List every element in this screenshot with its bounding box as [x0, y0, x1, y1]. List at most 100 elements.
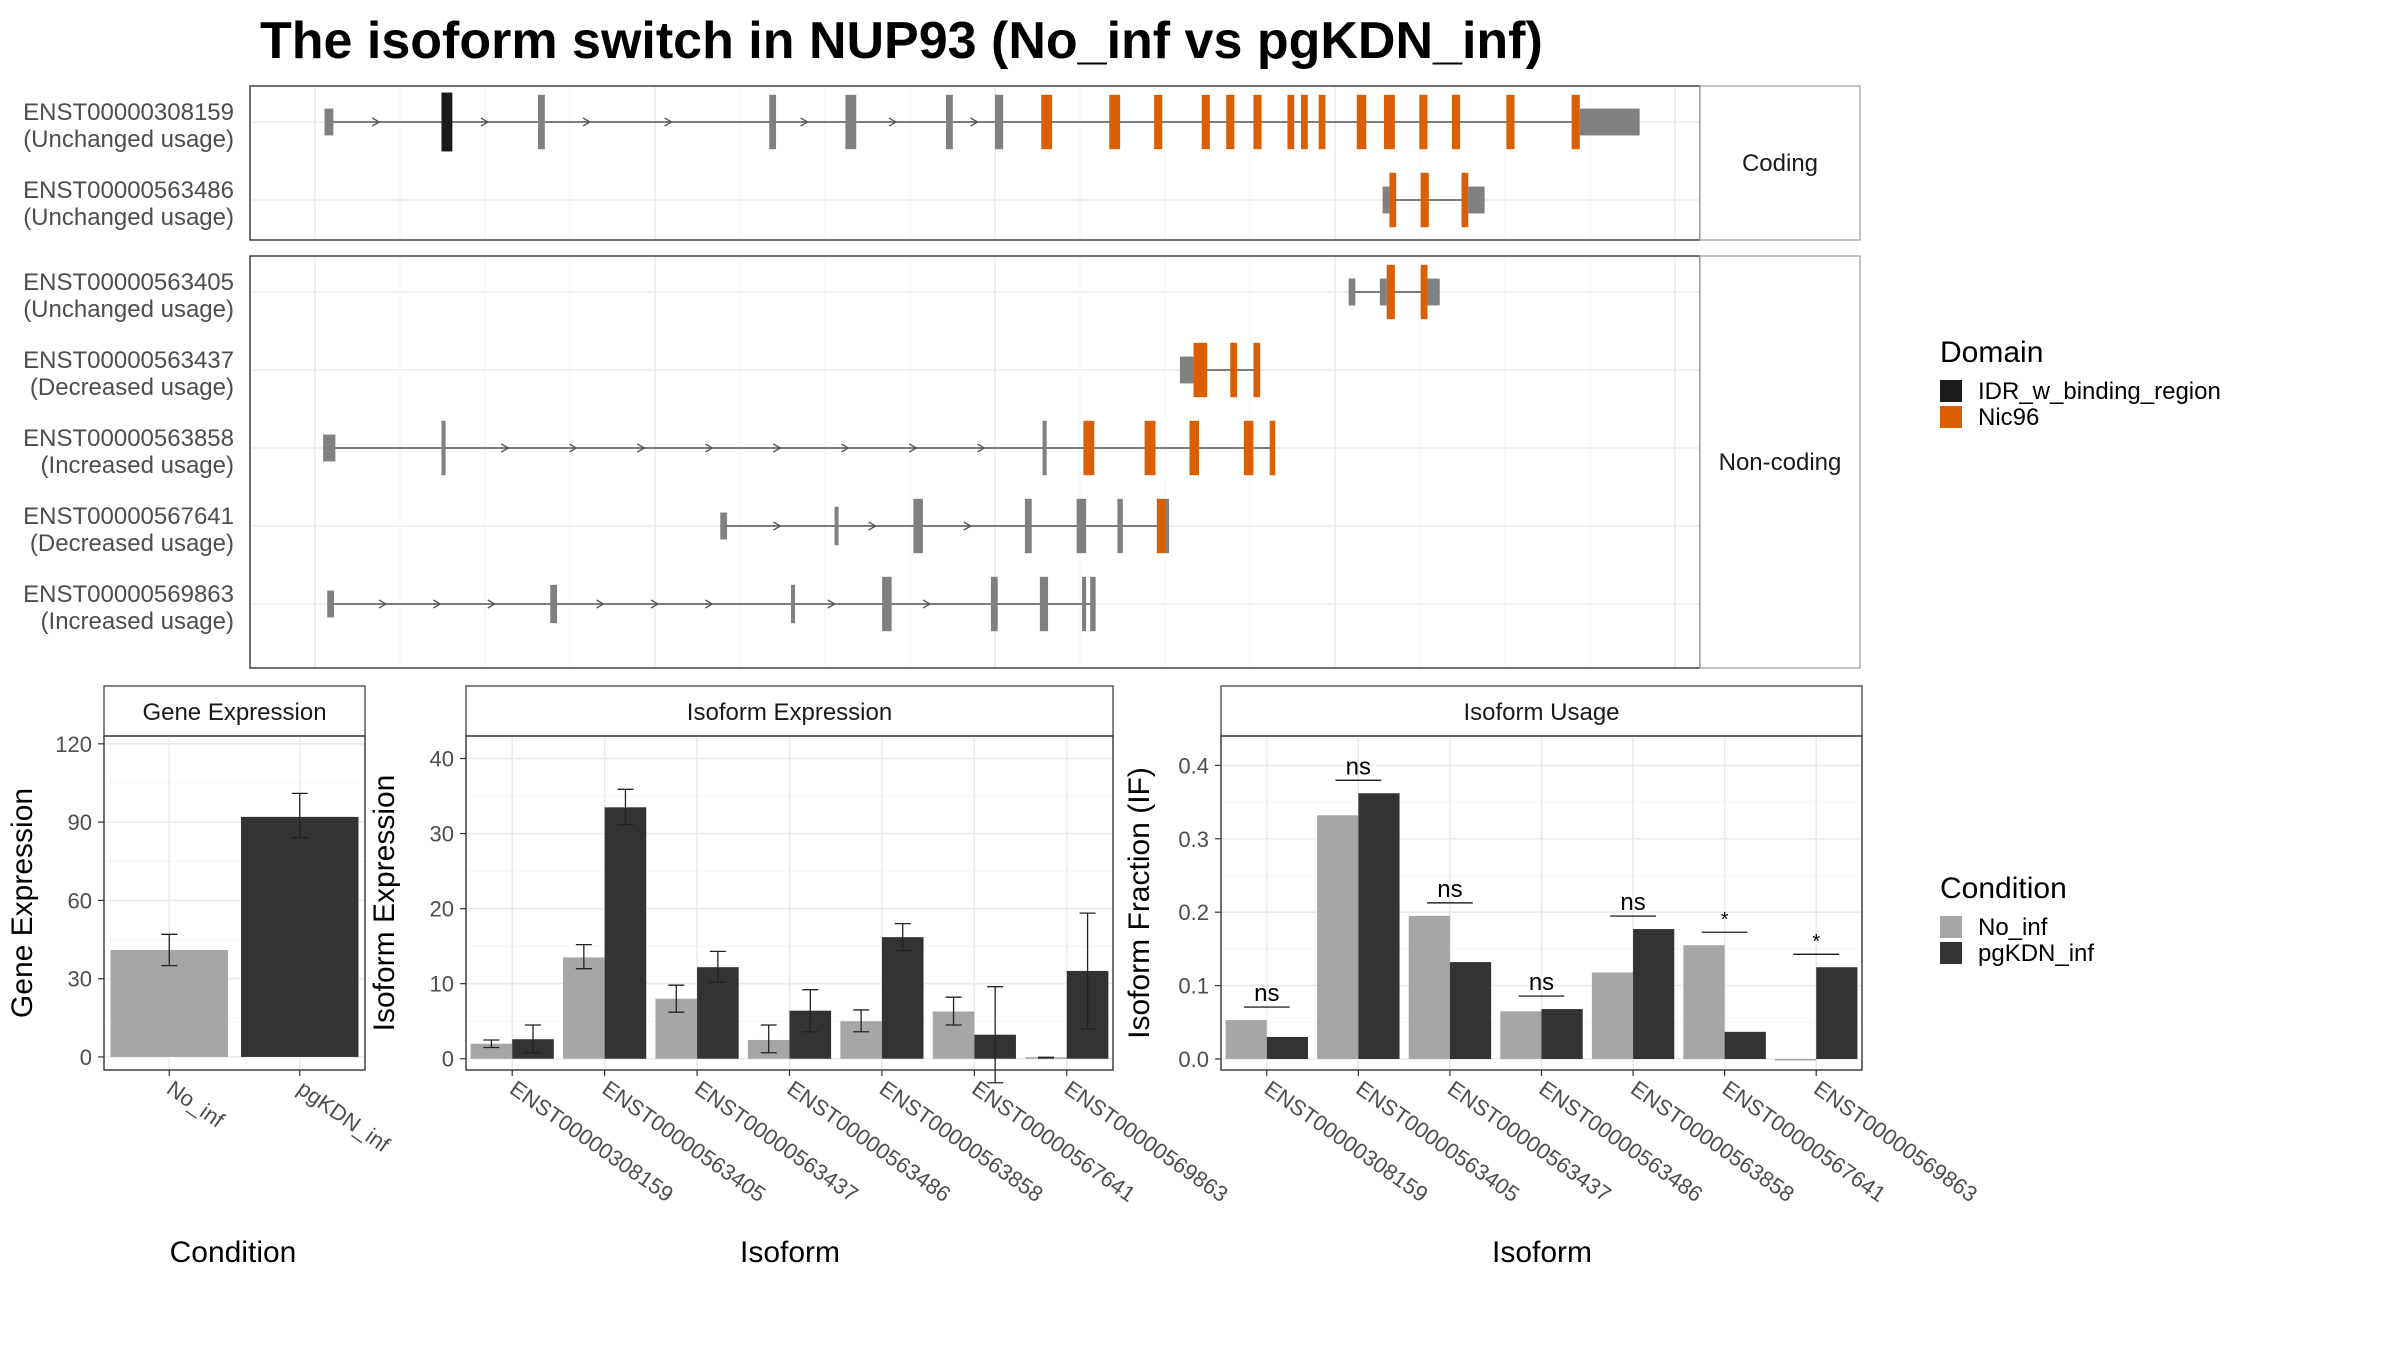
x-axis-title: Condition	[170, 1236, 297, 1269]
transcript-ENST00000567641: ENST00000567641(Decreased usage)	[23, 498, 1170, 557]
transcript-id-label: ENST00000563405	[23, 269, 234, 296]
significance-label: ns	[1437, 876, 1462, 903]
domain-block-Nic96	[1243, 420, 1254, 476]
intron-arrow	[827, 599, 837, 609]
exon-block	[1382, 186, 1390, 214]
transcript-id-label: ENST00000567641	[23, 503, 234, 530]
bar-pgKDN_inf	[1633, 929, 1675, 1059]
x-tick-label: ENST00000563405	[1351, 1076, 1524, 1207]
transcript-id-label: ENST00000563437	[23, 347, 234, 374]
exon-block	[845, 94, 857, 150]
intron-arrow	[970, 117, 979, 127]
transcript-usage-label: (Increased usage)	[41, 452, 234, 479]
significance-label: *	[1812, 931, 1820, 953]
transcript-id-label: ENST00000308159	[23, 99, 234, 126]
chart-strip-label: Isoform Expression	[687, 699, 892, 726]
exon-block	[1039, 576, 1049, 632]
x-tick-label: ENST00000563437	[1443, 1076, 1616, 1207]
bar-No_inf	[1317, 815, 1359, 1059]
transcript-usage-label: (Decreased usage)	[30, 374, 234, 401]
y-tick-label: 90	[68, 810, 92, 835]
figure-title: The isoform switch in NUP93 (No_inf vs p…	[260, 12, 1543, 70]
transcript-ENST00000308159: ENST00000308159(Unchanged usage)	[23, 92, 1640, 153]
bar-pgKDN_inf	[1266, 1036, 1308, 1059]
intron-arrow	[977, 443, 986, 453]
domain-block-Nic96	[1253, 342, 1261, 398]
chart-strip-label: Gene Expression	[142, 699, 326, 726]
y-tick-label: 0.4	[1178, 753, 1209, 778]
chart-panel-border	[103, 735, 366, 1071]
domain-block-Nic96	[1318, 94, 1326, 150]
transcript-usage-label: (Unchanged usage)	[23, 204, 234, 231]
intron-arrow	[800, 117, 809, 127]
x-tick-label: ENST00000569863	[1060, 1076, 1233, 1207]
exon-block	[720, 512, 728, 540]
transcript-ENST00000569863: ENST00000569863(Increased usage)	[23, 576, 1096, 635]
significance-label: *	[1721, 909, 1729, 931]
intron-arrow	[378, 599, 388, 609]
bar-pgKDN_inf	[604, 807, 647, 1059]
bar-No_inf	[1500, 1011, 1542, 1059]
domain-legend-key	[1940, 380, 1962, 402]
intron-arrow	[773, 521, 782, 531]
condition-legend-key	[1940, 916, 1962, 938]
transcript-id-label: ENST00000563858	[23, 425, 234, 452]
exon-block	[1117, 498, 1123, 554]
transcript-ENST00000563858: ENST00000563858(Increased usage)	[23, 420, 1276, 479]
domain-block-Nic96	[1189, 420, 1199, 476]
bar-No_inf	[110, 949, 228, 1057]
domain-block-Nic96	[1226, 94, 1235, 150]
y-tick-label: 120	[55, 732, 92, 757]
x-tick-label: No_inf	[162, 1076, 229, 1133]
y-tick-label: 30	[430, 822, 454, 847]
x-tick-label: ENST00000308159	[1260, 1076, 1433, 1207]
transcript-usage-label: (Unchanged usage)	[23, 296, 234, 323]
exon-block	[1042, 420, 1047, 476]
exon-block	[1165, 498, 1170, 554]
domain-block-Nic96	[1041, 94, 1053, 150]
bar-No_inf	[563, 957, 605, 1059]
bar-No_inf	[1225, 1020, 1267, 1059]
intron-arrow	[371, 117, 381, 127]
exon-block	[946, 94, 953, 150]
y-tick-label: 40	[430, 747, 454, 772]
intron-arrow	[773, 443, 782, 453]
exon-block	[323, 434, 336, 462]
bar-No_inf	[1775, 1058, 1817, 1061]
bar-pgKDN_inf	[241, 816, 359, 1057]
transcript-ENST00000563405: ENST00000563405(Unchanged usage)	[23, 264, 1440, 323]
transcript-usage-label: (Decreased usage)	[30, 530, 234, 557]
x-tick-label: ENST00000569863	[1809, 1076, 1982, 1207]
facet-label-coding: Coding	[1742, 150, 1818, 177]
significance-label: ns	[1254, 980, 1279, 1007]
x-tick-label: ENST00000563437	[690, 1076, 863, 1207]
condition-legend-title: Condition	[1940, 872, 2067, 905]
exon-block	[882, 576, 892, 632]
exon-block	[538, 94, 545, 150]
exon-block	[995, 94, 1004, 150]
exon-block	[1090, 576, 1096, 632]
transcript-id-label: ENST00000569863	[23, 581, 234, 608]
chart-strip	[1220, 685, 1863, 737]
exon-block	[1024, 498, 1032, 554]
exon-block	[1468, 186, 1485, 214]
x-tick-label: ENST00000308159	[505, 1076, 678, 1207]
chart-strip	[465, 685, 1114, 737]
intron-arrow	[569, 443, 578, 453]
domain-legend-label: Nic96	[1978, 404, 2039, 431]
bar-pgKDN_inf	[881, 937, 924, 1059]
exon-block	[1179, 356, 1194, 384]
intron-arrow	[487, 599, 497, 609]
x-tick-label: ENST00000563405	[598, 1076, 771, 1207]
domain-block-Nic96	[1506, 94, 1515, 150]
domain-legend-key	[1940, 406, 1962, 428]
significance-label: ns	[1346, 753, 1371, 780]
exon-block	[1579, 108, 1640, 136]
y-tick-label: 0.2	[1178, 900, 1209, 925]
intron-arrow	[637, 443, 646, 453]
intron-arrow	[650, 599, 660, 609]
bar-pgKDN_inf	[1724, 1031, 1766, 1059]
bar-pgKDN_inf	[1358, 793, 1400, 1059]
